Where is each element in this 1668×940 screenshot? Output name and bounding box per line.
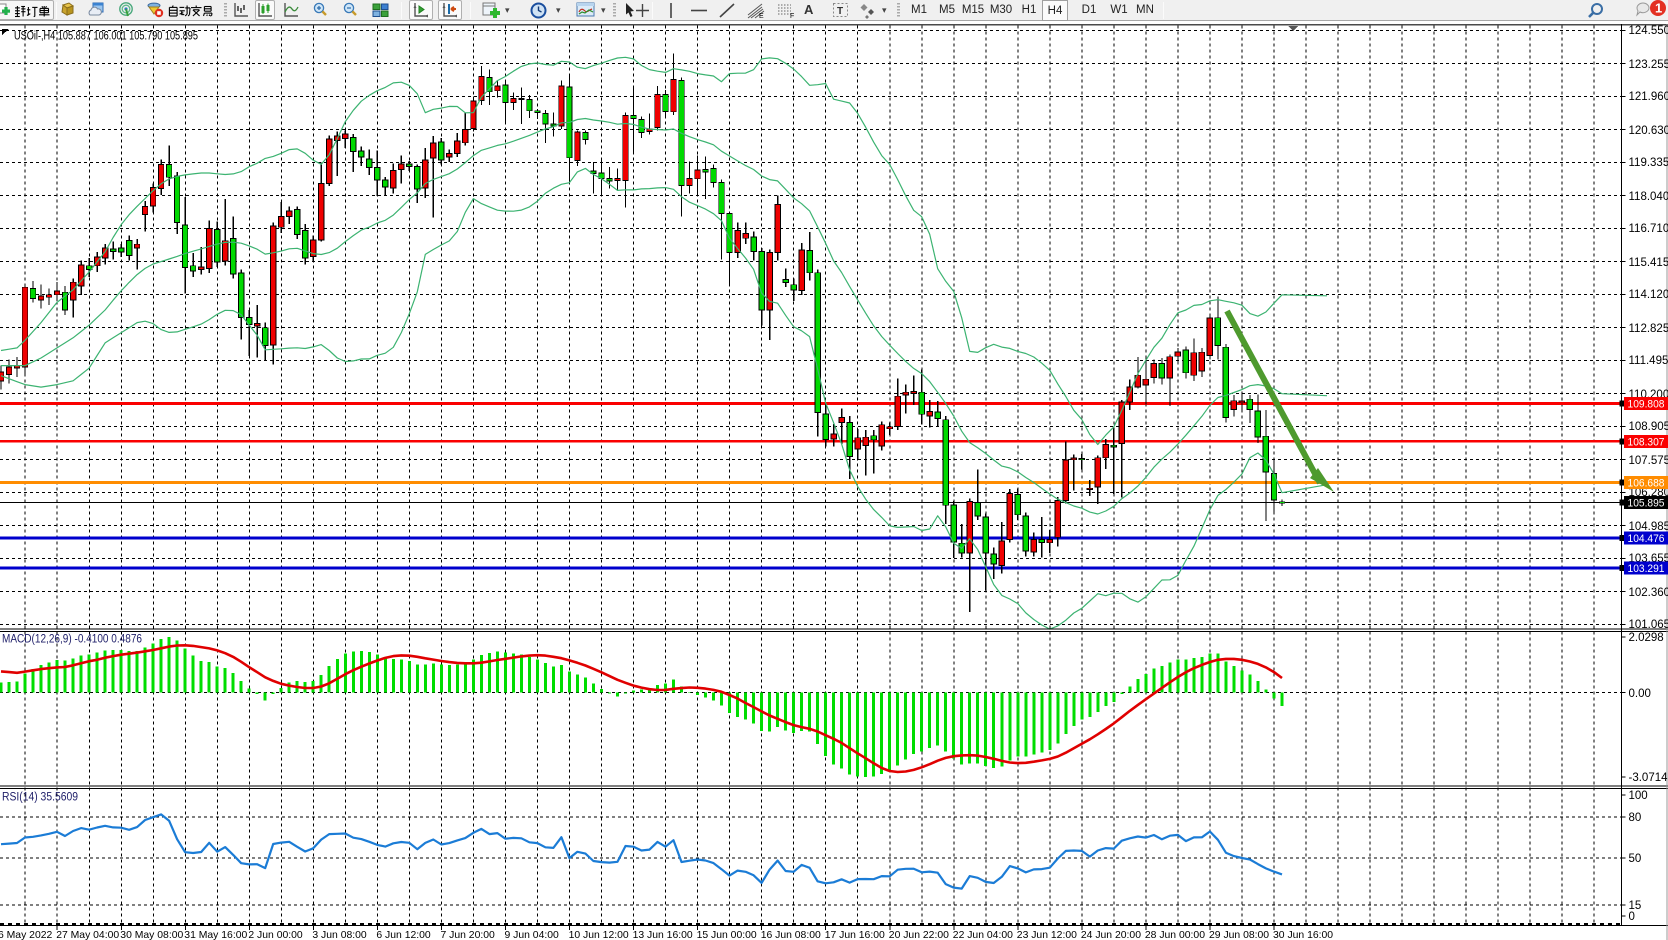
svg-text:22 Jun 04:00: 22 Jun 04:00 <box>953 930 1013 940</box>
svg-text:RSI(14) 35.5609: RSI(14) 35.5609 <box>2 792 78 804</box>
svg-text:101.065: 101.065 <box>1629 619 1668 631</box>
svg-text:13 Jun 16:00: 13 Jun 16:00 <box>633 930 693 940</box>
svg-text:120.630: 120.630 <box>1629 125 1668 137</box>
svg-text:0.00: 0.00 <box>1629 688 1651 700</box>
svg-text:108.307: 108.307 <box>1628 436 1665 448</box>
svg-text:1: 1 <box>1655 1 1662 16</box>
svg-text:T: T <box>837 6 843 17</box>
svg-text:15: 15 <box>1629 900 1642 912</box>
svg-text:114.120: 114.120 <box>1629 289 1668 301</box>
svg-text:23 Jun 12:00: 23 Jun 12:00 <box>1017 930 1077 940</box>
svg-text:30 May 08:00: 30 May 08:00 <box>120 930 183 940</box>
svg-text:104.985: 104.985 <box>1629 521 1668 533</box>
svg-text:20 Jun 22:00: 20 Jun 22:00 <box>889 930 949 940</box>
svg-text:50: 50 <box>1629 853 1642 865</box>
svg-text:116.710: 116.710 <box>1629 223 1668 235</box>
svg-text:2.0298: 2.0298 <box>1629 632 1664 644</box>
svg-text:108.905: 108.905 <box>1629 421 1668 433</box>
svg-text:103.291: 103.291 <box>1628 563 1665 575</box>
svg-text:112.825: 112.825 <box>1629 323 1668 335</box>
svg-text:7 Jun 20:00: 7 Jun 20:00 <box>441 930 496 940</box>
svg-text:E: E <box>759 13 764 19</box>
svg-text:29 Jun 08:00: 29 Jun 08:00 <box>1209 930 1269 940</box>
svg-text:31 May 16:00: 31 May 16:00 <box>184 930 247 940</box>
svg-text:26 May 2022: 26 May 2022 <box>0 930 52 940</box>
svg-text:6 Jun 12:00: 6 Jun 12:00 <box>376 930 431 940</box>
svg-text:104.476: 104.476 <box>1628 533 1665 545</box>
svg-text:111.495: 111.495 <box>1629 355 1668 367</box>
svg-text:3 Jun 08:00: 3 Jun 08:00 <box>312 930 367 940</box>
svg-text:121.960: 121.960 <box>1629 91 1668 103</box>
svg-text:30 Jun 16:00: 30 Jun 16:00 <box>1273 930 1333 940</box>
svg-text:2 Jun 00:00: 2 Jun 00:00 <box>248 930 303 940</box>
svg-text:10 Jun 12:00: 10 Jun 12:00 <box>569 930 629 940</box>
svg-text:-3.0714: -3.0714 <box>1629 772 1668 784</box>
svg-text:102.360: 102.360 <box>1629 587 1668 599</box>
svg-text:115.415: 115.415 <box>1629 257 1668 269</box>
svg-text:17 Jun 16:00: 17 Jun 16:00 <box>825 930 885 940</box>
svg-text:107.575: 107.575 <box>1629 455 1668 467</box>
svg-text:124.550: 124.550 <box>1629 25 1668 37</box>
svg-text:106.688: 106.688 <box>1628 477 1665 489</box>
svg-text:16 Jun 08:00: 16 Jun 08:00 <box>761 930 821 940</box>
svg-text:9 Jun 04:00: 9 Jun 04:00 <box>505 930 560 940</box>
svg-text:24 Jun 20:00: 24 Jun 20:00 <box>1081 930 1141 940</box>
svg-text:123.255: 123.255 <box>1629 59 1668 71</box>
svg-text:15 Jun 00:00: 15 Jun 00:00 <box>697 930 757 940</box>
svg-text:F: F <box>790 13 794 19</box>
svg-text:105.895: 105.895 <box>1628 497 1665 509</box>
svg-text:118.040: 118.040 <box>1629 191 1668 203</box>
svg-text:80: 80 <box>1629 812 1642 824</box>
svg-text:100: 100 <box>1629 790 1648 802</box>
svg-text:28 Jun 00:00: 28 Jun 00:00 <box>1145 930 1205 940</box>
svg-text:27 May 04:00: 27 May 04:00 <box>56 930 119 940</box>
svg-text:0: 0 <box>1629 911 1635 923</box>
svg-text:MACD(12,26,9) -0.4100 0.4876: MACD(12,26,9) -0.4100 0.4876 <box>2 634 142 646</box>
svg-text:119.335: 119.335 <box>1629 157 1668 169</box>
svg-text:109.808: 109.808 <box>1628 398 1665 410</box>
svg-text:USOil-,H4 105.887 106.001 105.: USOil-,H4 105.887 106.001 105.790 105.89… <box>14 31 198 43</box>
